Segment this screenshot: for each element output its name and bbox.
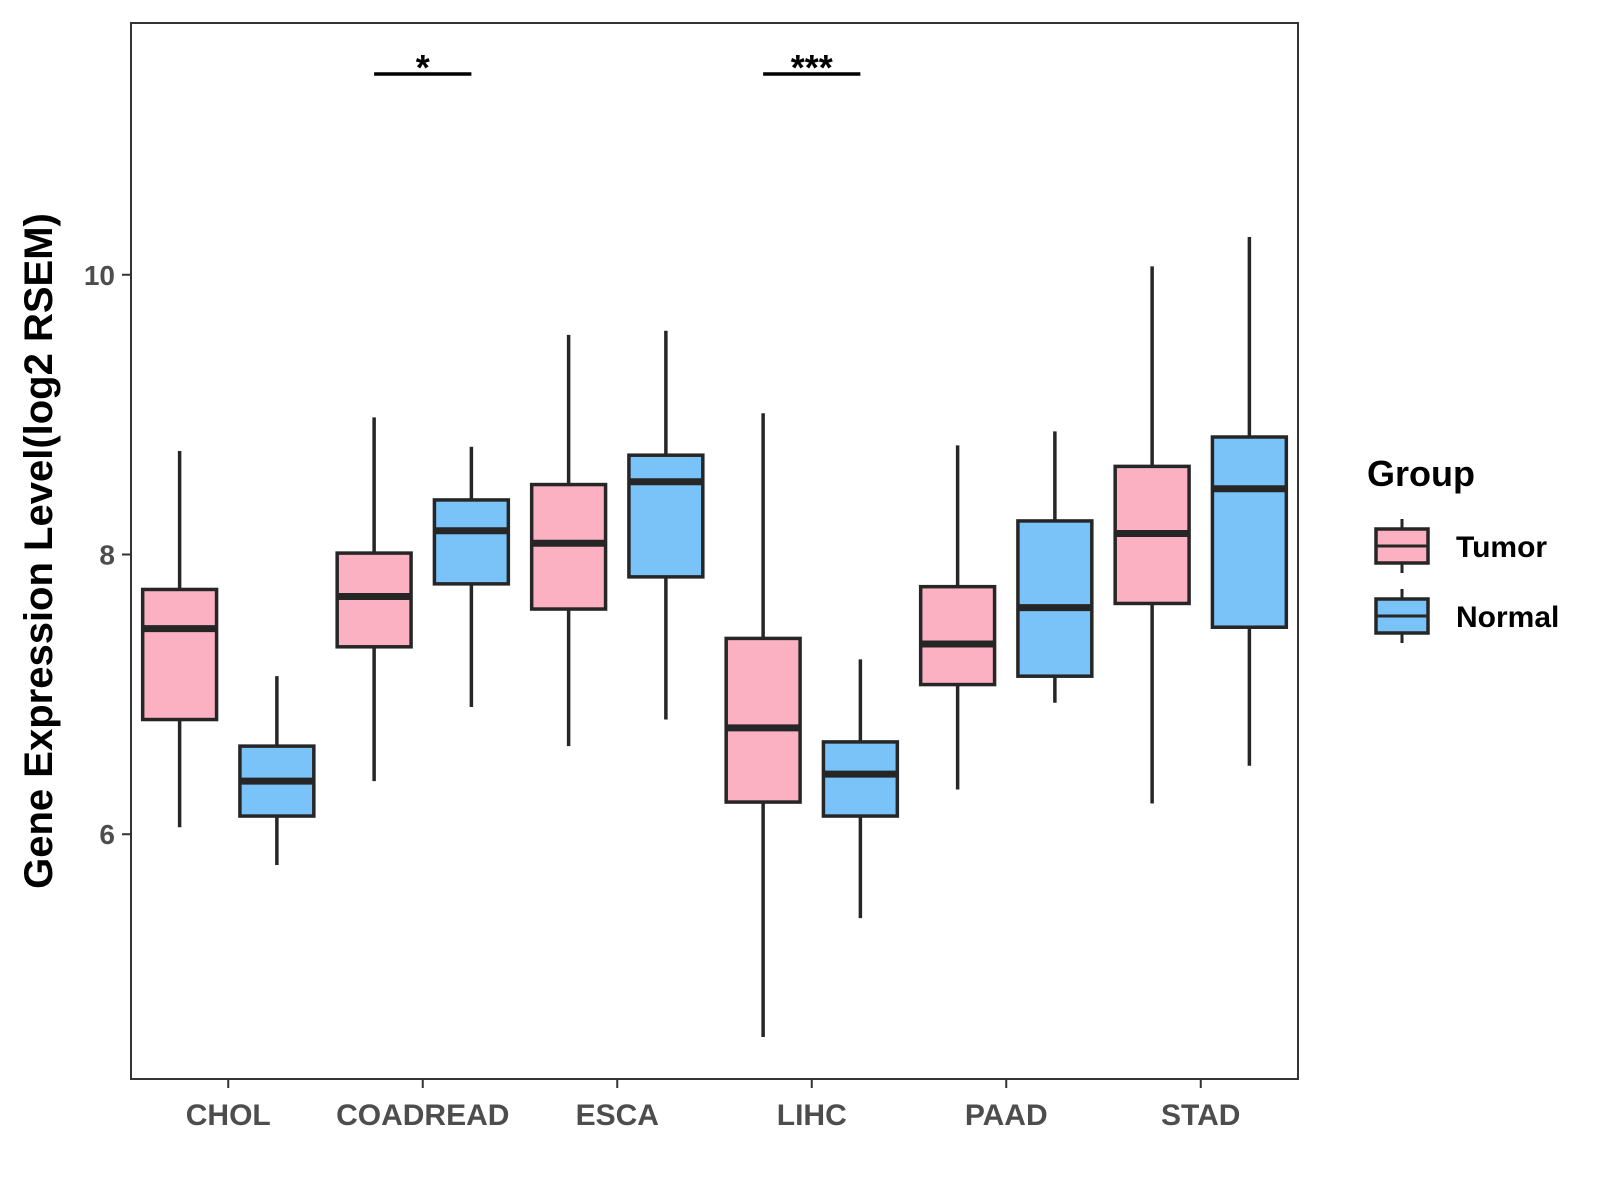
box-iqr bbox=[140, 587, 219, 722]
box-iqr bbox=[821, 740, 900, 818]
box-iqr bbox=[627, 453, 705, 579]
y-tick-label: 8 bbox=[99, 539, 115, 570]
x-tick-label: LIHC bbox=[777, 1099, 847, 1132]
x-tick-label: COADREAD bbox=[336, 1099, 509, 1132]
legend-key-normal: Normal bbox=[1374, 589, 1559, 643]
plot-panel bbox=[130, 22, 1299, 1080]
box-tumor-esca bbox=[529, 334, 608, 747]
box-normal-stad bbox=[1210, 236, 1289, 766]
box-tumor-paad bbox=[918, 445, 997, 790]
box-normal-chol bbox=[238, 676, 316, 866]
box-tumor-lihc bbox=[724, 413, 802, 1038]
legend-key-tumor: Tumor bbox=[1374, 519, 1547, 573]
box-iqr bbox=[724, 636, 802, 804]
box-iqr bbox=[1210, 435, 1289, 629]
box-normal-esca bbox=[627, 330, 705, 720]
significance-label: *** bbox=[791, 47, 833, 88]
box-normal-paad bbox=[1016, 431, 1094, 703]
x-tick-label: ESCA bbox=[576, 1099, 659, 1132]
x-tick-label: PAAD bbox=[965, 1099, 1048, 1132]
box-normal-coadread bbox=[432, 446, 511, 707]
box-tumor-chol bbox=[140, 450, 219, 828]
box-layer bbox=[140, 236, 1289, 1038]
legend-label: Tumor bbox=[1456, 531, 1547, 564]
legend: Group Tumor Normal bbox=[1367, 453, 1559, 643]
significance-label: * bbox=[416, 47, 430, 88]
box-tumor-stad bbox=[1113, 266, 1191, 804]
x-tick-label: STAD bbox=[1161, 1099, 1240, 1132]
x-axis: CHOL COADREAD ESCA LIHC PAAD STAD bbox=[186, 1079, 1240, 1132]
x-tick-label: CHOL bbox=[186, 1099, 271, 1132]
box-iqr bbox=[1016, 519, 1094, 678]
legend-label: Normal bbox=[1456, 601, 1559, 634]
significance-layer: * *** bbox=[374, 47, 861, 88]
y-axis: 6 8 10 bbox=[84, 260, 131, 850]
legend-title: Group bbox=[1367, 453, 1475, 494]
y-tick-label: 10 bbox=[84, 260, 115, 291]
y-axis-title: Gene Expression Level(log2 RSEM) bbox=[17, 213, 61, 889]
box-tumor-coadread bbox=[335, 417, 413, 782]
y-tick-label: 6 bbox=[99, 819, 115, 850]
box-iqr bbox=[918, 584, 997, 687]
box-iqr bbox=[432, 498, 511, 586]
box-normal-lihc bbox=[821, 659, 900, 919]
